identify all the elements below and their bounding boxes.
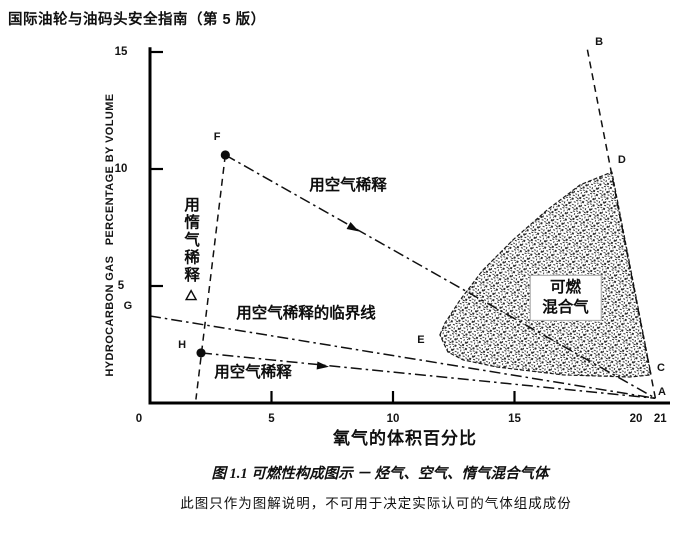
point-dot-0 — [220, 150, 230, 160]
line-air_dilution_upper — [224, 154, 656, 399]
document-header-title: 国际油轮与油码头安全指南（第 5 版） — [8, 12, 266, 28]
axes-layer — [148, 47, 670, 405]
line-inert_gas_dilution — [195, 154, 227, 400]
axis-lines — [148, 47, 670, 405]
flammable-region-layer — [439, 171, 652, 378]
figure-caption-title: 图 1.1 可燃性构成图示 － 烃气、空气、惰气混合气体 — [211, 466, 549, 482]
line-air_dilution_lower — [200, 352, 656, 400]
dilution-lines-layer — [149, 49, 657, 400]
direction-arrow-air_dilution_upper — [346, 222, 359, 232]
figure-caption-note: 此图只作为图解说明，不可用于决定实际认可的气体组成成份 — [180, 496, 572, 511]
markers-layer — [184, 150, 359, 370]
point-dot-1 — [196, 348, 206, 358]
flammable-region — [439, 171, 652, 378]
direction-arrow-air_dilution_lower — [316, 361, 329, 370]
y-axis-label: HYDROCARBON GAS PERCENTAGE BY VOLUME — [104, 93, 116, 377]
x-axis-label: 氧气的体积百分比 — [333, 429, 477, 448]
triangle-marker — [184, 289, 198, 301]
